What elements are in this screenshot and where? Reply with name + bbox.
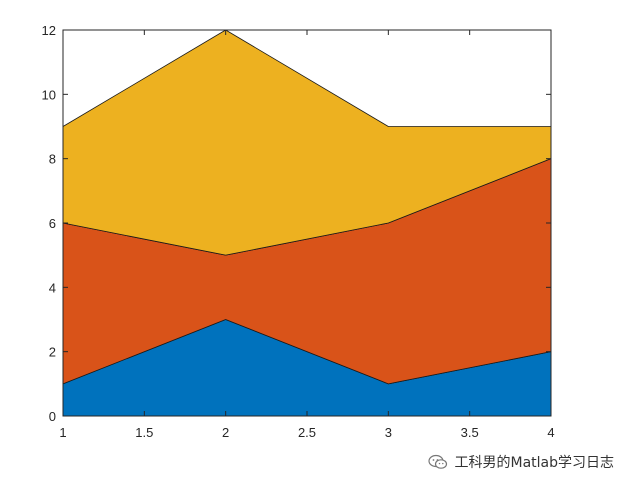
- y-tick-label-5: 10: [42, 87, 56, 102]
- plot-axes: [62, 29, 552, 417]
- x-tick-label-0: 1: [59, 425, 66, 440]
- x-tick-label-5: 3.5: [461, 425, 479, 440]
- y-tick-label-4: 8: [49, 152, 56, 167]
- x-tick-label-1: 1.5: [135, 425, 153, 440]
- y-tick-label-0: 0: [49, 409, 56, 424]
- y-tick-label-2: 4: [49, 280, 56, 295]
- plot-tick-labels: 1 1.5 2 2.5 3 3.5 4 0 2 4 6 8 10 12: [42, 23, 555, 440]
- x-tick-label-6: 4: [547, 425, 554, 440]
- y-tick-label-1: 2: [49, 345, 56, 360]
- x-tick-label-4: 3: [385, 425, 392, 440]
- plot-areas: [62, 29, 552, 417]
- x-tick-label-2: 2: [222, 425, 229, 440]
- x-tick-label-3: 2.5: [298, 425, 316, 440]
- y-tick-label-6: 12: [42, 23, 56, 38]
- watermark: 工科男的Matlab学习日志: [428, 452, 614, 472]
- watermark-text: 工科男的Matlab学习日志: [454, 455, 614, 471]
- y-tick-label-3: 6: [49, 216, 56, 231]
- wechat-icon: [428, 454, 448, 469]
